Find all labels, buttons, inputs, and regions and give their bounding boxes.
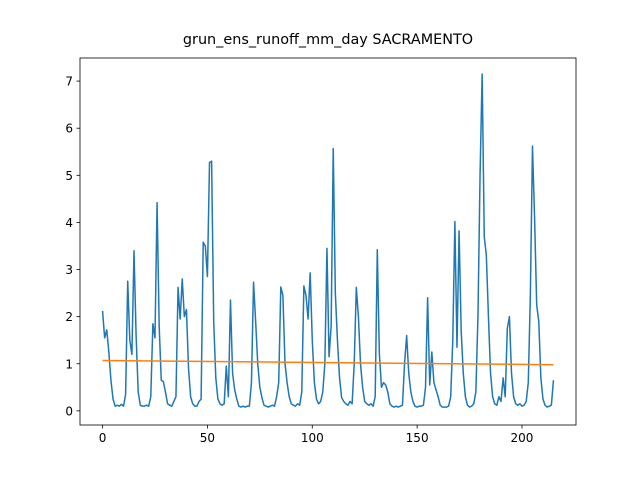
x-tick-label: 200 bbox=[511, 431, 534, 445]
y-tick-label: 2 bbox=[65, 310, 73, 324]
y-tick-label: 6 bbox=[65, 122, 73, 136]
y-tick-label: 3 bbox=[65, 263, 73, 277]
x-tick-label: 50 bbox=[200, 431, 215, 445]
y-tick-label: 0 bbox=[65, 404, 73, 418]
y-tick-label: 1 bbox=[65, 357, 73, 371]
chart-title: grun_ens_runoff_mm_day SACRAMENTO bbox=[183, 32, 473, 48]
x-tick-label: 150 bbox=[406, 431, 429, 445]
x-tick-label: 100 bbox=[301, 431, 324, 445]
y-tick-label: 5 bbox=[65, 169, 73, 183]
y-tick-label: 7 bbox=[65, 75, 73, 89]
y-tick-label: 4 bbox=[65, 216, 73, 230]
data-line bbox=[102, 359, 554, 366]
plot-frame bbox=[79, 57, 577, 426]
x-tick-label: 0 bbox=[99, 431, 107, 445]
data-line bbox=[101, 73, 555, 408]
